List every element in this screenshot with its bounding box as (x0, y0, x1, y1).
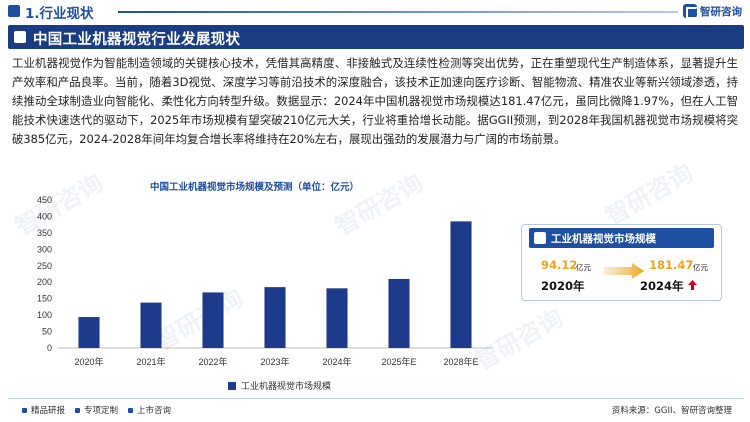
bar (388, 278, 410, 348)
card-right-value: 181.47 (649, 258, 694, 272)
card-left-value: 94.12 (541, 258, 578, 272)
card-icon (534, 232, 546, 244)
x-tick-label: 2024年 (322, 356, 351, 367)
footer-item-label: 精品研报 (31, 406, 66, 416)
x-tick-label: 2025年E (381, 356, 416, 367)
brand-logo: 智研咨询 (683, 3, 742, 19)
divider (118, 11, 678, 13)
bar-chart: 0 50 100 150 200 250 300 350 400 450 2020年 2021年 202… (37, 196, 492, 367)
x-tick-label: 2022年 (198, 356, 227, 367)
y-tick-label: 350 (37, 228, 52, 238)
y-tick-label: 400 (37, 211, 52, 221)
card-left-unit: 亿元 (576, 263, 591, 272)
section-title: 1.行业现状 (25, 6, 94, 22)
y-tick-label: 300 (37, 244, 52, 254)
bar (264, 287, 286, 348)
y-tick-label: 50 (42, 327, 52, 337)
x-tick-label: 2020年 (74, 356, 103, 367)
y-tick-label: 450 (37, 196, 52, 205)
x-tick-label: 2021年 (136, 356, 165, 367)
card-left-year: 2020年 (541, 279, 585, 293)
title-banner: 中国工业机器视觉行业发展现状 (8, 25, 744, 49)
x-tick-label: 2023年 (260, 356, 289, 367)
footer-item[interactable]: 专项定制 (75, 404, 118, 416)
card-right-unit: 亿元 (693, 263, 708, 272)
bullet-icon (75, 407, 81, 413)
footer-item-label: 上市咨询 (137, 406, 172, 416)
footer-links: 精品研报 专项定制 上市咨询 (22, 404, 171, 416)
arrow-right-icon (604, 263, 644, 279)
y-tick-label: 200 (37, 277, 52, 287)
banner-icon (14, 31, 26, 43)
bullet-icon (128, 407, 134, 413)
footer-divider (8, 398, 744, 399)
data-source: 资料来源：GGII、智研咨询整理 (611, 406, 732, 416)
arrow-up-icon (688, 280, 697, 290)
bar (450, 221, 472, 348)
legend-swatch (228, 381, 236, 390)
bullet-icon (22, 407, 27, 413)
page-title: 中国工业机器视觉行业发展现状 (33, 32, 241, 48)
y-tick-label: 0 (47, 343, 52, 353)
y-tick-label: 250 (37, 261, 52, 271)
y-tick-label: 150 (37, 294, 52, 304)
section-marker-icon (8, 5, 20, 17)
bar (78, 317, 100, 348)
card-right-year: 2024年 (640, 279, 684, 293)
chart-legend: 工业机器视觉市场规模 (228, 379, 331, 392)
legend-label: 工业机器视觉市场规模 (241, 382, 332, 392)
y-tick-label: 100 (37, 310, 52, 320)
card-title-bar: 工业机器视觉市场规模 (529, 228, 714, 248)
x-tick-label: 2028年E (443, 356, 478, 367)
intro-paragraph: 工业机器视觉作为智能制造领域的关键核心技术，凭借其高精度、非接触式及连续性检测等… (12, 56, 738, 146)
chart-title: 中国工业机器视觉市场规模及预测（单位：亿元） (150, 182, 360, 193)
footer-item[interactable]: 上市咨询 (128, 404, 171, 416)
bar (140, 302, 162, 348)
bar (202, 292, 224, 348)
watermark: 智研咨询 (600, 158, 698, 231)
logo-icon (683, 4, 698, 19)
logo-text: 智研咨询 (700, 5, 742, 18)
footer-item[interactable]: 精品研报 (22, 404, 65, 416)
bar (326, 288, 348, 348)
top-bar: 1.行业现状 智研咨询 (0, 0, 750, 24)
card-title: 工业机器视觉市场规模 (551, 233, 656, 245)
footer-item-label: 专项定制 (84, 406, 119, 416)
